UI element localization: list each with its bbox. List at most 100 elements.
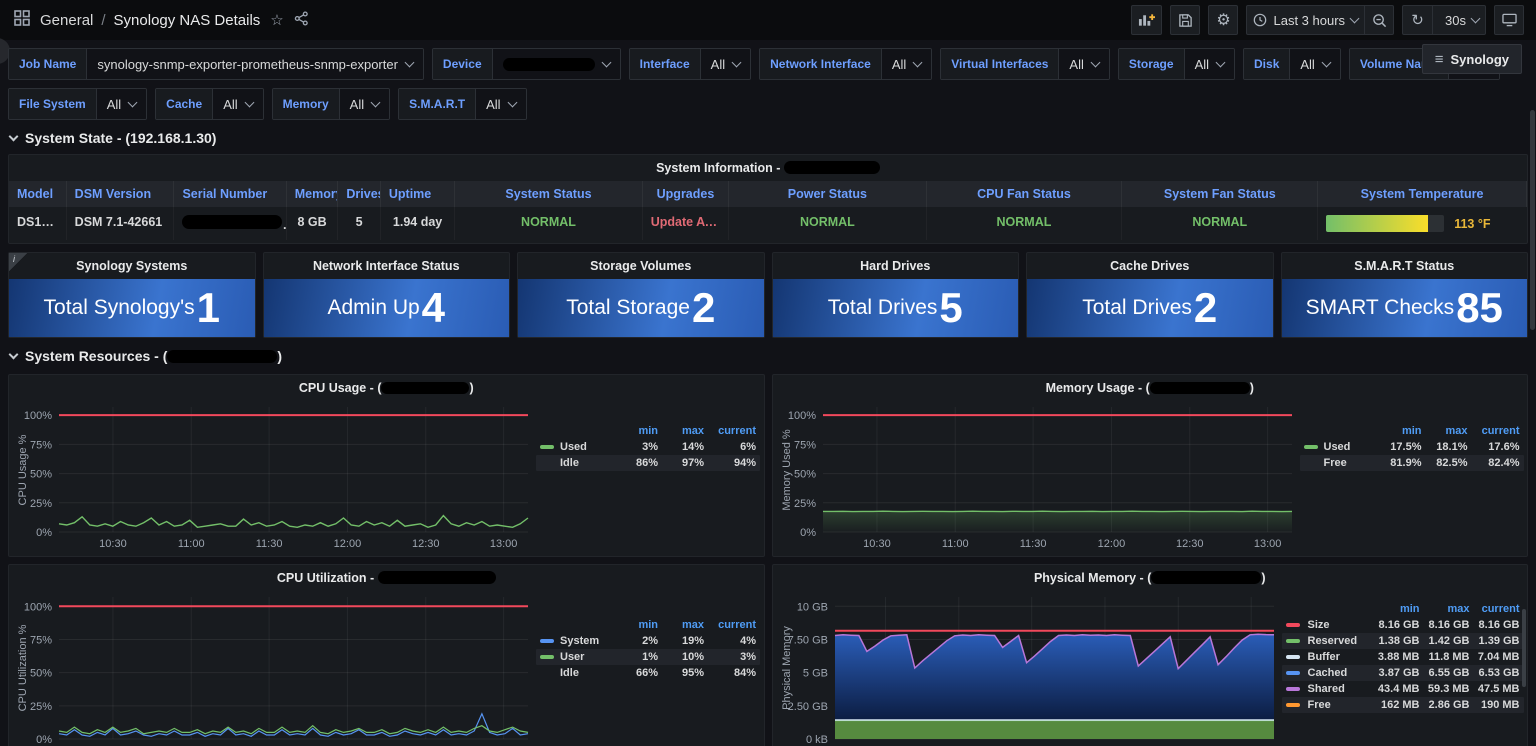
- column-header[interactable]: CPU Fan Status: [926, 181, 1123, 207]
- dashboard-title[interactable]: Synology NAS Details: [113, 11, 261, 29]
- column-header[interactable]: Uptime: [380, 181, 456, 207]
- refresh-button[interactable]: ↻: [1402, 5, 1433, 35]
- panel-title[interactable]: CPU Usage - (): [298, 381, 474, 395]
- kiosk-mode-button[interactable]: [1494, 5, 1524, 35]
- variable-label: Interface: [629, 49, 700, 79]
- series-color-swatch: [540, 671, 554, 675]
- panel-info-icon[interactable]: i: [9, 253, 27, 271]
- variable-value: All: [106, 96, 122, 112]
- legend-series-name[interactable]: User: [560, 651, 585, 663]
- section-system-state[interactable]: System State - (192.168.1.30): [0, 120, 1536, 150]
- panel-title[interactable]: S.M.A.R.T Status: [1354, 259, 1455, 273]
- synology-menu-button[interactable]: ≡ Synology: [1421, 44, 1522, 74]
- variable-value-dropdown[interactable]: All: [1058, 49, 1109, 79]
- variable-value-dropdown[interactable]: All: [1183, 49, 1235, 79]
- zoom-out-time-button[interactable]: [1364, 5, 1395, 35]
- legend-header: current: [1481, 425, 1520, 437]
- variable-value-dropdown[interactable]: All: [699, 49, 751, 79]
- share-icon[interactable]: [294, 10, 309, 30]
- legend-series-name[interactable]: Reserved: [1307, 635, 1358, 647]
- variable-file-system: File System All: [8, 88, 148, 120]
- legend-header: current: [718, 425, 756, 437]
- variable-value-dropdown[interactable]: All: [212, 89, 263, 119]
- svg-text:10:30: 10:30: [99, 538, 127, 550]
- variable-value-dropdown[interactable]: All: [880, 49, 932, 79]
- panel-title[interactable]: System Information -: [9, 155, 1527, 179]
- column-header[interactable]: Serial Number: [174, 181, 287, 207]
- legend-series-name[interactable]: Free: [1323, 457, 1347, 469]
- legend-series-name[interactable]: Free: [1307, 699, 1331, 711]
- favorite-star-icon[interactable]: ☆: [270, 12, 284, 29]
- time-range-picker[interactable]: Last 3 hours: [1246, 5, 1365, 35]
- panel-title[interactable]: Network Interface Status: [312, 259, 460, 273]
- legend-series-name[interactable]: Used: [560, 441, 587, 453]
- variable-value-dropdown[interactable]: synology-snmp-exporter-prometheus-snmp-e…: [86, 49, 423, 79]
- column-header[interactable]: System Fan Status: [1122, 181, 1319, 207]
- panel-title[interactable]: Memory Usage - (): [1045, 381, 1254, 395]
- panel-title[interactable]: Cache Drives: [1110, 259, 1190, 273]
- legend-scrollbar[interactable]: [1521, 609, 1526, 687]
- panel-title[interactable]: Synology Systems: [76, 259, 188, 273]
- svg-text:11:30: 11:30: [1019, 538, 1046, 550]
- charts-grid: CPU Usage - () CPU Usage % 0% 25% 50% 75% 10…: [8, 374, 1528, 746]
- svg-text:0%: 0%: [36, 734, 52, 746]
- svg-text:0%: 0%: [800, 527, 816, 539]
- variable-value-dropdown[interactable]: All: [338, 89, 390, 119]
- legend-header: max: [1445, 425, 1468, 437]
- legend-series-name[interactable]: Idle: [560, 457, 579, 469]
- column-header[interactable]: Model: [9, 181, 67, 207]
- physical-memory-plot[interactable]: Physical Memory 0 kB 2.50 GB 5 GB 7.50 GB 10…: [777, 591, 1282, 746]
- series-color-swatch: [540, 655, 554, 659]
- page-scrollbar-thumb[interactable]: [1530, 110, 1535, 330]
- svg-text:100%: 100%: [24, 601, 52, 613]
- variable-value-dropdown[interactable]: All: [475, 89, 526, 119]
- cell-power-status: NORMAL: [729, 207, 927, 240]
- svg-text:50%: 50%: [30, 469, 52, 481]
- legend-series-name[interactable]: Buffer: [1307, 651, 1340, 663]
- cpu-usage-plot[interactable]: CPU Usage % 0% 25% 50% 75% 100% 10:30 11:00 11:…: [13, 401, 536, 552]
- breadcrumb-folder[interactable]: General: [40, 11, 94, 29]
- column-header[interactable]: Upgrades: [642, 181, 730, 207]
- column-header[interactable]: DSM Version: [66, 181, 175, 207]
- chart-legend: min max current System 2% 19% 4% User 1%…: [536, 591, 760, 746]
- cpu-utilization-plot[interactable]: CPU Utilization % 0%25%50%75%100%10:3011…: [13, 591, 536, 746]
- column-header[interactable]: Drives: [338, 181, 381, 207]
- variable-value-dropdown[interactable]: All: [1289, 49, 1340, 79]
- dashboards-grid-icon[interactable]: [14, 10, 30, 30]
- sidebar-handle[interactable]: [0, 38, 10, 64]
- save-dashboard-button[interactable]: [1170, 5, 1201, 35]
- panel-title[interactable]: Hard Drives: [860, 259, 931, 273]
- svg-text:12:30: 12:30: [412, 538, 440, 550]
- panel-title[interactable]: Storage Volumes: [590, 259, 692, 273]
- variable-value-dropdown[interactable]: All: [95, 89, 147, 119]
- stat-value-area: Total Drives 2: [1027, 279, 1273, 337]
- section-system-resources[interactable]: System Resources - (): [0, 338, 1536, 368]
- refresh-interval-label: 30s: [1445, 12, 1466, 28]
- legend-series-name[interactable]: Shared: [1307, 683, 1345, 695]
- legend-series-name[interactable]: System: [560, 635, 600, 647]
- variable-value-dropdown[interactable]: [491, 49, 620, 79]
- column-header[interactable]: System Status: [455, 181, 643, 207]
- chevron-down-icon: [601, 57, 612, 68]
- svg-text:50%: 50%: [30, 668, 52, 680]
- legend-series-name[interactable]: Used: [1323, 441, 1351, 453]
- add-panel-button[interactable]: [1131, 5, 1163, 35]
- panel-title[interactable]: CPU Utilization -: [9, 565, 764, 589]
- legend-row: Reserved 1.38 GB 1.42 GB 1.39 GB: [1281, 633, 1524, 649]
- column-header[interactable]: Memory: [286, 181, 339, 207]
- panel-system-information: System Information - Model DSM Version S…: [8, 154, 1528, 244]
- legend-series-name[interactable]: Cached: [1307, 667, 1348, 679]
- legend-series-name[interactable]: Idle: [560, 667, 579, 679]
- variable-interface: Interface All: [628, 48, 752, 80]
- refresh-interval-picker[interactable]: 30s: [1432, 5, 1486, 35]
- svg-text:10 GB: 10 GB: [796, 601, 827, 613]
- column-header[interactable]: Power Status: [729, 181, 927, 207]
- legend-series-name[interactable]: Size: [1307, 619, 1330, 631]
- dashboard-settings-button[interactable]: ⚙: [1208, 5, 1239, 35]
- legend-row: Used 17.5% 18.1% 17.6%: [1300, 439, 1524, 455]
- panel-title[interactable]: Physical Memory - (): [1033, 571, 1266, 585]
- memory-usage-plot[interactable]: Memory Used % 0% 25% 50% 75% 100% 10:30 11:00 1…: [777, 401, 1300, 552]
- svg-text:2.50 GB: 2.50 GB: [787, 701, 827, 713]
- svg-text:12:00: 12:00: [1097, 538, 1125, 550]
- column-header[interactable]: System Temperature: [1318, 181, 1527, 207]
